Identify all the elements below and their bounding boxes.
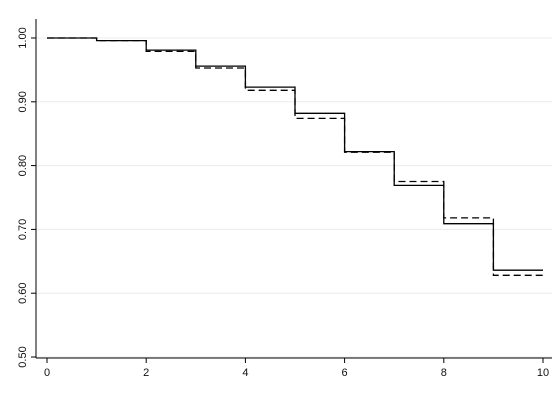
y-tick-label: 0.60 <box>17 282 29 303</box>
axes <box>31 19 552 363</box>
x-tick-label: 6 <box>342 367 348 379</box>
y-tick-label: 0.90 <box>17 91 29 112</box>
solid-series-line <box>47 37 543 271</box>
x-tick-label: 8 <box>441 367 447 379</box>
grid-lines <box>36 37 552 358</box>
x-tick-label: 10 <box>537 367 549 379</box>
dashed-series-line <box>47 37 543 276</box>
y-tick-label: 0.50 <box>17 346 29 367</box>
x-tick-label: 4 <box>242 367 248 379</box>
tick-labels: 0.50 0.60 0.70 0.80 0.90 1.00 0 2 4 6 8 10 <box>17 27 549 379</box>
plot-series <box>47 37 543 276</box>
y-tick-label: 0.80 <box>17 155 29 176</box>
x-tick-label: 0 <box>44 367 50 379</box>
y-tick-label: 1.00 <box>17 27 29 48</box>
y-tick-label: 0.70 <box>17 219 29 240</box>
x-tick-label: 2 <box>143 367 149 379</box>
